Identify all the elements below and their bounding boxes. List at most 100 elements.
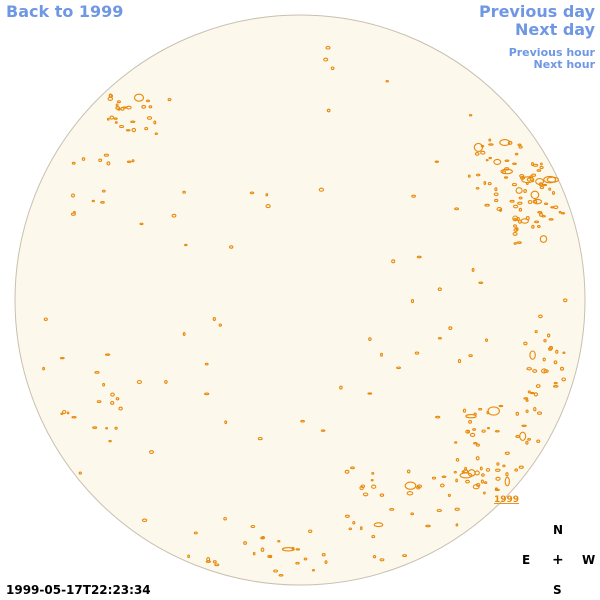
contour-mark: [483, 181, 487, 185]
contour-mark: [454, 441, 458, 444]
contour-mark: [373, 522, 384, 528]
contour-mark: [120, 106, 125, 111]
contour-mark: [514, 468, 519, 472]
contour-mark: [260, 536, 264, 540]
contour-mark: [321, 553, 326, 557]
contour-mark: [533, 407, 537, 412]
contour-mark: [496, 462, 500, 466]
contour-mark: [257, 436, 263, 441]
active-region-link[interactable]: 1999: [494, 495, 519, 505]
contour-mark: [539, 185, 545, 190]
contour-mark: [108, 439, 112, 443]
contour-mark: [475, 443, 480, 447]
contour-mark: [496, 206, 503, 212]
active-region-label[interactable]: 1999: [494, 495, 519, 505]
contour-mark: [295, 548, 301, 551]
contour-mark: [104, 353, 111, 356]
contour-mark: [542, 183, 548, 187]
contour-mark: [507, 140, 513, 145]
contour-mark: [531, 173, 537, 177]
contour-mark: [518, 196, 523, 200]
contour-mark: [530, 190, 540, 200]
contour-mark: [71, 415, 77, 419]
contour-mark: [475, 173, 481, 177]
contour-mark: [481, 429, 486, 433]
previous-day-link[interactable]: Previous day: [478, 2, 595, 21]
contour-mark: [368, 337, 372, 341]
magnetic-contours: [42, 45, 568, 577]
contour-mark: [455, 523, 459, 527]
next-day-link[interactable]: Next day: [515, 20, 595, 39]
contour-mark: [539, 235, 548, 243]
contour-mark: [475, 456, 480, 461]
next-hour-link[interactable]: Next hour: [533, 58, 596, 71]
contour-mark: [523, 397, 529, 400]
contour-mark: [502, 464, 506, 468]
contour-mark: [525, 409, 529, 413]
contour-mark: [330, 66, 335, 71]
contour-mark: [454, 507, 460, 511]
contour-mark: [516, 217, 520, 222]
contour-mark: [484, 338, 489, 342]
contour-mark: [494, 487, 498, 490]
contour-mark: [43, 317, 48, 321]
contour-mark: [441, 475, 447, 478]
contour-mark: [480, 479, 484, 484]
contour-mark: [117, 108, 121, 111]
contour-mark: [532, 198, 543, 205]
contour-mark: [113, 117, 118, 120]
contour-mark: [323, 57, 329, 62]
contour-mark: [250, 524, 256, 529]
contour-mark: [531, 179, 535, 183]
contour-mark: [115, 103, 119, 107]
contour-mark: [146, 116, 153, 120]
contour-mark: [548, 218, 554, 221]
contour-mark: [531, 224, 535, 229]
contour-mark: [214, 563, 220, 567]
contour-mark: [475, 186, 480, 190]
contour-mark: [513, 242, 517, 245]
contour-mark: [542, 357, 546, 362]
contour-mark: [474, 470, 480, 476]
contour-mark: [516, 241, 522, 244]
contour-mark: [469, 432, 476, 438]
contour-mark: [320, 429, 326, 432]
contour-mark: [344, 514, 350, 518]
contour-mark: [553, 360, 558, 365]
contour-mark: [495, 476, 501, 481]
contour-mark: [515, 411, 520, 416]
contour-mark: [512, 162, 517, 166]
compass-north: N: [553, 523, 564, 537]
contour-mark: [494, 198, 499, 203]
contour-mark: [116, 100, 121, 104]
contour-mark: [525, 182, 529, 185]
previous-hour-link[interactable]: Previous hour: [508, 46, 595, 59]
contour-mark: [488, 156, 492, 160]
contour-mark: [478, 281, 484, 285]
contour-mark: [473, 412, 477, 416]
contour-mark: [184, 243, 188, 247]
contour-mark: [462, 408, 467, 413]
contour-mark: [504, 451, 510, 455]
contour-mark: [295, 561, 300, 565]
contour-mark: [480, 150, 486, 155]
contour-mark: [404, 481, 417, 490]
contour-mark: [114, 426, 118, 430]
contour-mark: [541, 368, 547, 374]
contour-mark: [521, 424, 527, 427]
contour-mark: [546, 333, 551, 338]
contour-mark: [115, 397, 120, 401]
back-to-year-link[interactable]: Back to 1999: [6, 2, 124, 21]
contour-mark: [459, 472, 473, 479]
contour-mark: [555, 349, 559, 354]
contour-mark: [541, 215, 546, 218]
contour-mark: [536, 225, 541, 228]
contour-mark: [187, 554, 191, 559]
contour-mark: [182, 190, 186, 194]
contour-mark: [502, 170, 507, 175]
contour-mark: [532, 369, 538, 373]
contour-mark: [371, 535, 376, 539]
contour-mark: [119, 124, 125, 129]
contour-mark: [136, 379, 142, 385]
contour-mark: [105, 427, 109, 430]
